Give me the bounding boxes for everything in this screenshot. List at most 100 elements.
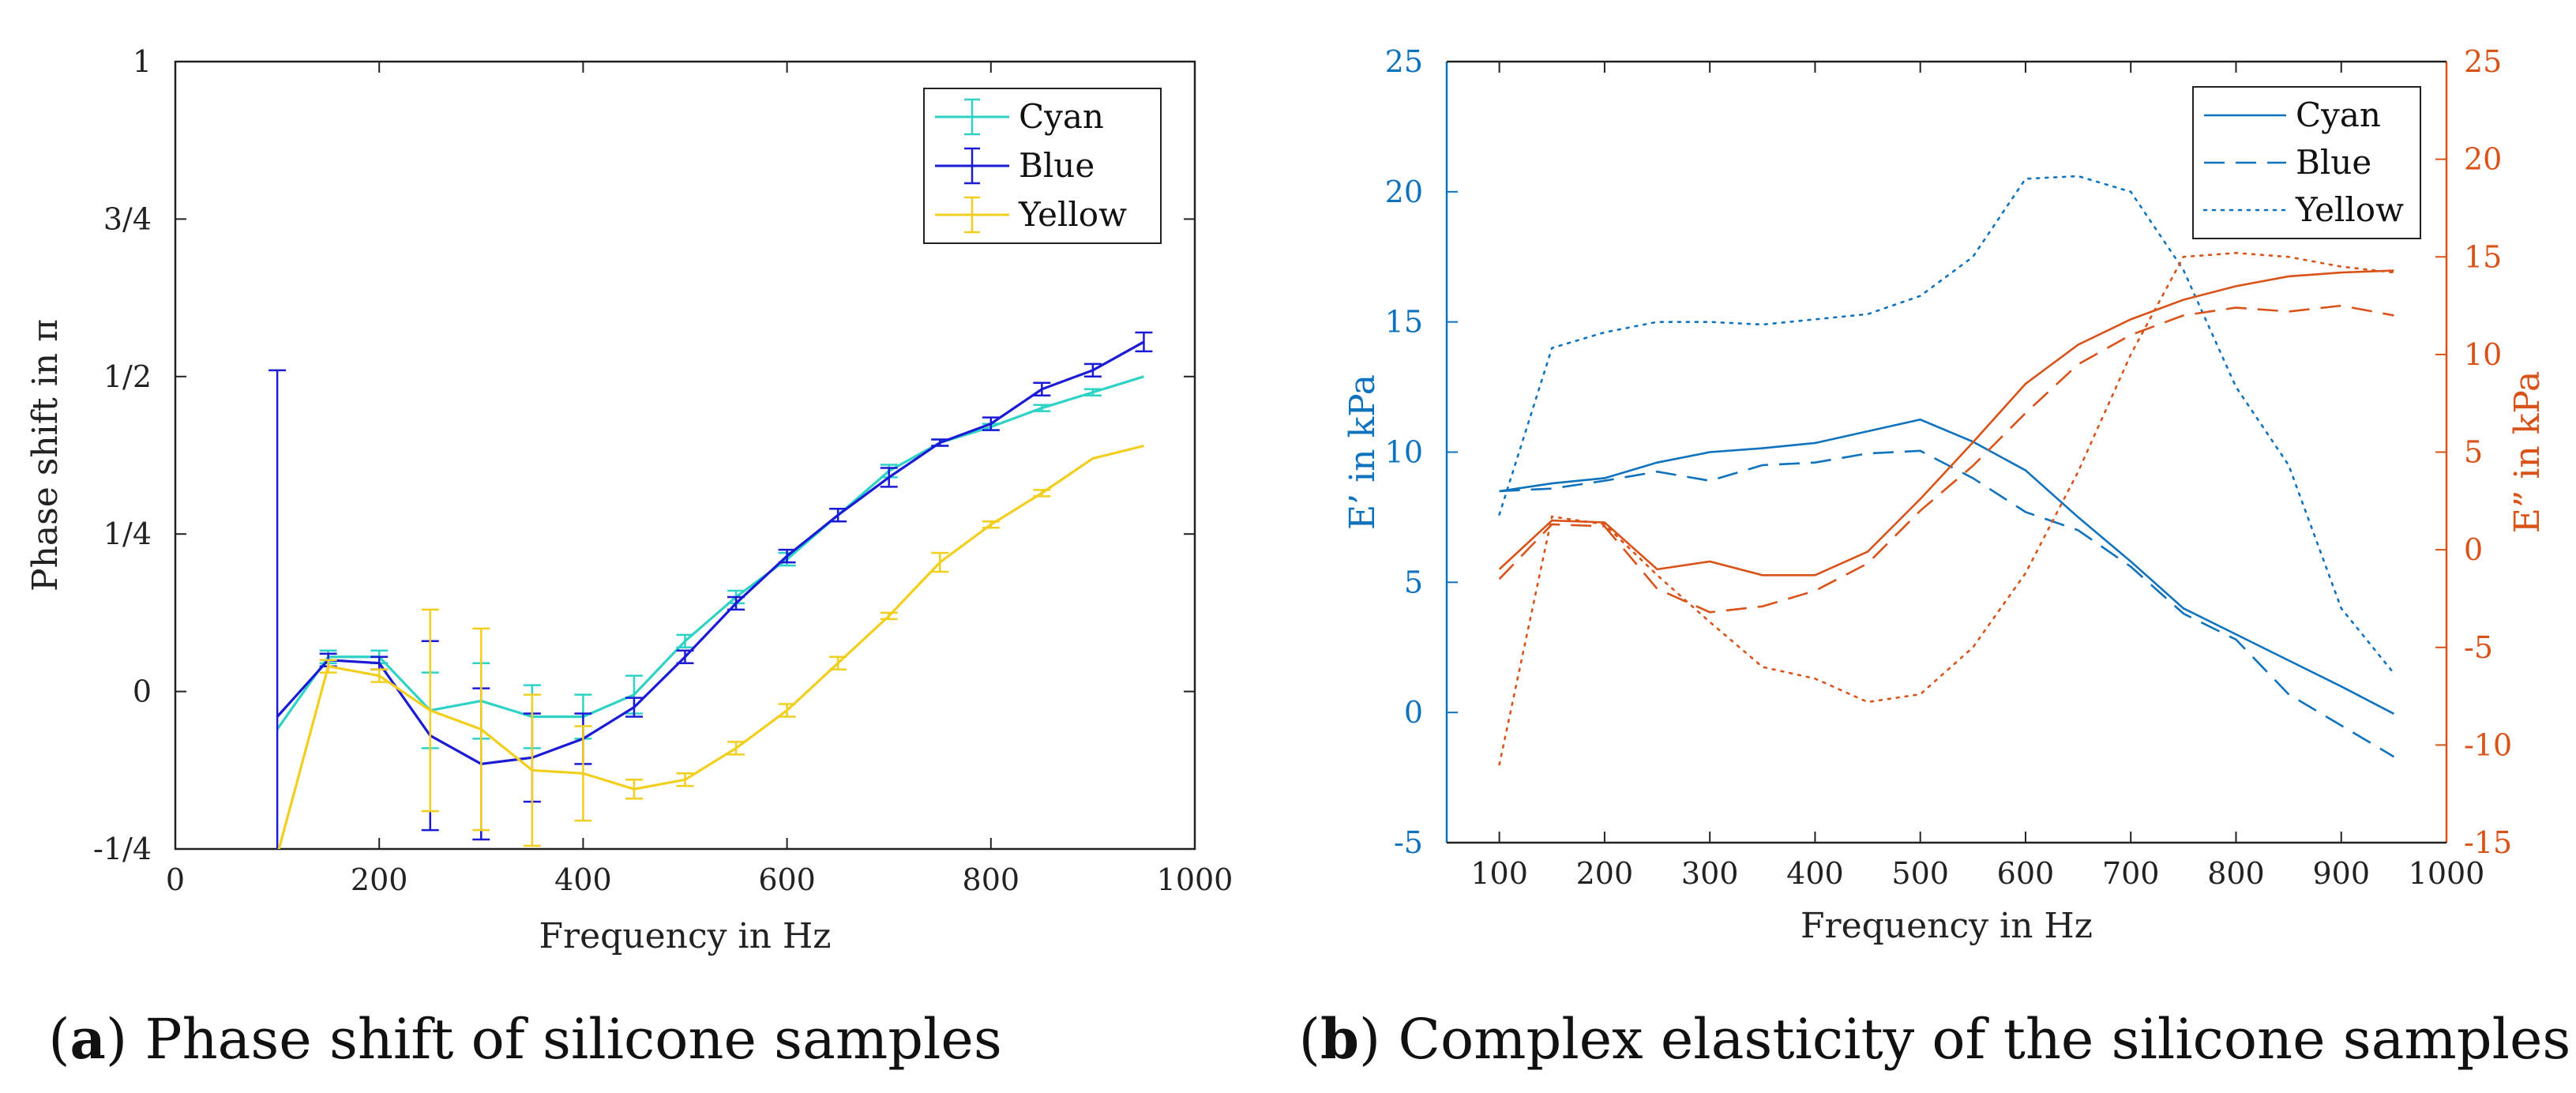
chart-a-error-bar xyxy=(1083,388,1102,396)
chart-a-error-bar xyxy=(778,703,796,718)
chart-a-series-line xyxy=(276,375,1144,731)
chart-a-x-tick-label: 600 xyxy=(758,862,816,897)
chart-b-x-tick-label: 100 xyxy=(1470,856,1528,891)
chart-b-legend-item: Cyan xyxy=(2204,96,2381,134)
chart-b-right-tick-label: -10 xyxy=(2464,727,2512,762)
caption-b: (b) Complex elasticity of the silicone s… xyxy=(1299,1006,2571,1072)
chart-b-series-e-prime-blue xyxy=(1499,449,2395,758)
chart-b-series-e-prime-cyan xyxy=(1499,418,2394,715)
chart-a-x-axis-label: Frequency in Hz xyxy=(539,916,832,956)
chart-a-legend-label: Cyan xyxy=(1019,97,1104,136)
chart-a-error-bar xyxy=(472,627,490,832)
chart-b-x-tick-label: 400 xyxy=(1786,856,1844,891)
chart-a-error-bar xyxy=(778,548,796,564)
chart-a-error-bar xyxy=(676,649,694,664)
chart-b-series-e-double-prime-cyan xyxy=(1498,269,2394,577)
chart-a-y-tick-label: -1/4 xyxy=(93,832,152,866)
chart-b-legend-item: Yellow xyxy=(2202,190,2404,229)
chart-b-x-tick-label: 300 xyxy=(1681,856,1739,891)
chart-b-left-y-axis-label: E’ in kPa xyxy=(1342,374,1383,530)
chart-b-x-tick-label: 900 xyxy=(2312,856,2370,891)
chart-b-legend-label: Blue xyxy=(2296,143,2371,182)
chart-b-right-tick-label: -5 xyxy=(2464,630,2493,665)
chart-a-error-bar xyxy=(931,438,949,447)
chart-b-left-tick-label: 0 xyxy=(1404,695,1423,730)
chart-a-x-tick-label: 400 xyxy=(554,862,612,897)
chart-a-error-bar xyxy=(268,369,287,849)
chart-a-series-yellow xyxy=(277,444,1144,849)
chart-a-error-bar xyxy=(421,608,439,813)
chart-a-error-bar xyxy=(319,659,337,674)
chart-a-x-tick-label: 1000 xyxy=(1157,862,1234,897)
chart-b-right-tick-label: 5 xyxy=(2464,435,2483,470)
chart-b-series-e-double-prime-yellow xyxy=(1498,252,2395,766)
chart-a-legend: Cyan Blue Yellow xyxy=(923,88,1162,244)
chart-a-x-tick-label: 800 xyxy=(963,862,1020,897)
chart-a-error-bar xyxy=(523,693,541,847)
chart-b-left-tick-label: 15 xyxy=(1385,305,1423,340)
chart-b-right-tick-label: 20 xyxy=(2464,142,2502,177)
chart-b-right-tick-label: 0 xyxy=(2464,532,2483,567)
chart-a-y-axis-label: Phase shift in π xyxy=(25,319,66,592)
caption-a-text: Phase shift of silicone samples xyxy=(127,1007,1002,1072)
chart-a-error-bar xyxy=(982,416,1000,431)
chart-b-left-tick-label: 20 xyxy=(1385,175,1423,209)
chart-b-x-tick-label: 700 xyxy=(2102,856,2160,891)
chart-a-x-tick-label: 200 xyxy=(351,862,408,897)
chart-b-right-y-axis-label: E” in kPa xyxy=(2507,371,2548,534)
chart-b-legend-box xyxy=(2192,86,2421,239)
chart-b-right-tick-label: -15 xyxy=(2464,825,2512,860)
chart-a-error-bar xyxy=(625,779,643,800)
chart-b-right-tick-label: 25 xyxy=(2464,44,2502,79)
chart-b-legend-item: Blue xyxy=(2204,143,2371,182)
chart-b-x-tick-label: 500 xyxy=(1891,856,1949,891)
chart-b-series-e-prime-yellow xyxy=(1498,175,2395,675)
chart-b-x-tick-label: 1000 xyxy=(2409,856,2485,891)
chart-b-legend: Cyan Blue Yellow xyxy=(2192,86,2421,239)
chart-a-error-bar xyxy=(574,725,592,822)
caption-a: (a) Phase shift of silicone samples xyxy=(48,1006,1002,1072)
chart-a-series-line xyxy=(276,340,1145,765)
chart-a-legend-item: Cyan xyxy=(935,97,1104,136)
complex-elasticity-chart: 100 200 300 400 500 600 700 800 900 1000-50510152… xyxy=(1342,44,2548,946)
chart-b-legend-label: Cyan xyxy=(2296,96,2381,134)
chart-a-x-tick-label: 0 xyxy=(166,862,185,897)
chart-a-error-bar xyxy=(829,655,847,670)
chart-b-x-tick-label: 200 xyxy=(1576,856,1634,891)
chart-a-legend-item: Yellow xyxy=(935,195,1127,234)
chart-a-error-bar xyxy=(829,508,847,523)
chart-a-error-bar xyxy=(982,520,1000,529)
chart-a-error-bar xyxy=(1033,489,1051,498)
chart-b-x-tick-label: 800 xyxy=(2207,856,2265,891)
chart-a-error-bar xyxy=(931,551,949,573)
chart-a-error-bar xyxy=(880,611,898,621)
chart-a-error-bar xyxy=(1033,404,1051,412)
caption-b-text: Complex elasticity of the silicone sampl… xyxy=(1380,1007,2570,1072)
chart-a-error-bar xyxy=(676,772,694,787)
chart-a-error-bar xyxy=(727,595,745,611)
caption-b-letter: b xyxy=(1320,1006,1359,1072)
chart-a-error-bar xyxy=(1033,381,1051,396)
chart-b-left-tick-label: -5 xyxy=(1394,825,1423,860)
chart-b-right-tick-label: 10 xyxy=(2464,337,2502,372)
chart-b-series-e-double-prime-blue xyxy=(1498,304,2394,614)
chart-b-left-tick-label: 5 xyxy=(1404,565,1423,599)
chart-a-legend-item: Blue xyxy=(935,146,1095,185)
chart-a-y-tick-label: 3/4 xyxy=(103,201,152,236)
chart-a-y-tick-label: 1 xyxy=(133,44,152,79)
chart-a-error-bar xyxy=(880,467,898,488)
chart-b-left-tick-label: 10 xyxy=(1385,435,1423,470)
chart-a-error-bar xyxy=(1083,362,1102,378)
chart-b-x-axis-label: Frequency in Hz xyxy=(1801,906,2093,946)
chart-a-error-bar xyxy=(727,741,745,756)
chart-a-plot-area xyxy=(174,60,1196,851)
chart-b-left-tick-label: 25 xyxy=(1385,44,1423,79)
chart-a-series-cyan xyxy=(276,375,1144,749)
chart-a-y-tick-label: 0 xyxy=(133,674,152,709)
chart-a-y-tick-label: 1/2 xyxy=(103,359,152,394)
chart-a-y-tick-label: 1/4 xyxy=(103,516,152,551)
chart-a-error-bar xyxy=(676,633,694,649)
chart-a-legend-label: Blue xyxy=(1019,146,1095,185)
chart-b-x-tick-label: 600 xyxy=(1997,856,2055,891)
